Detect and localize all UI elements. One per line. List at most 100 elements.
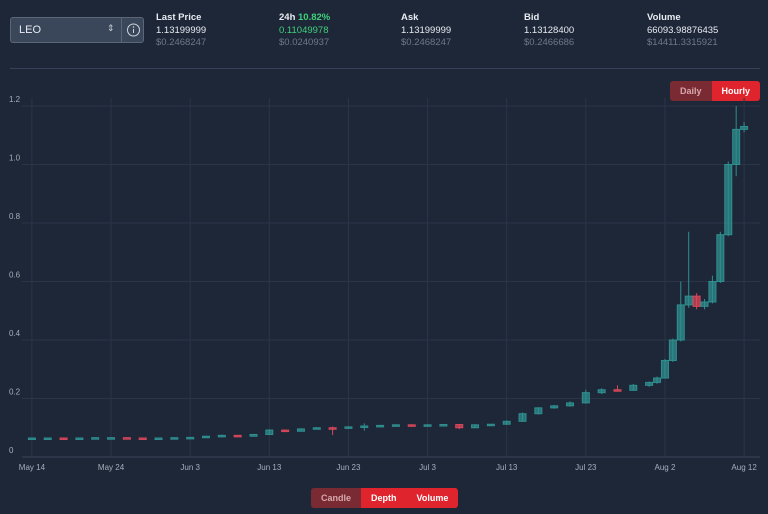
stat-value: 1.13199999 bbox=[401, 24, 452, 36]
candle-body bbox=[740, 125, 749, 130]
stat-change: 10.82% bbox=[298, 12, 331, 23]
candle-body bbox=[265, 429, 274, 435]
candle-body bbox=[653, 377, 662, 383]
candle-body bbox=[518, 413, 527, 422]
candle-body bbox=[75, 437, 84, 440]
stat-label-row: Ask bbox=[401, 12, 451, 25]
candle-body bbox=[471, 424, 480, 429]
candle-body bbox=[597, 389, 606, 394]
stat-column: 24h 10.82% 0.11049978 $0.0240937 bbox=[279, 12, 330, 50]
market-select[interactable]: LEO ⇕ bbox=[10, 17, 144, 43]
candle-body bbox=[391, 424, 400, 427]
candle-body bbox=[43, 437, 52, 440]
x-tick-label: Jun 13 bbox=[257, 463, 282, 472]
stat-label-row: 24h 10.82% bbox=[279, 12, 330, 25]
candle-body bbox=[312, 427, 321, 430]
candle-body bbox=[217, 434, 226, 438]
stat-usd: $0.2468247 bbox=[401, 37, 452, 48]
candle-body bbox=[676, 304, 685, 341]
candle-body bbox=[439, 424, 448, 427]
candle-body bbox=[732, 128, 741, 165]
view-tabs: Candle Depth Volume bbox=[311, 488, 459, 508]
candle-body bbox=[534, 407, 543, 415]
candle-body bbox=[138, 437, 147, 440]
x-tick-label: Jul 13 bbox=[496, 463, 518, 472]
y-tick-label: 1.2 bbox=[9, 95, 21, 104]
tab-button[interactable]: Volume bbox=[406, 488, 459, 508]
stat-usd: $14411.3315921 bbox=[647, 37, 718, 48]
y-tick-label: 0 bbox=[9, 446, 14, 455]
x-tick-label: Jul 23 bbox=[575, 463, 597, 472]
stat-usd: $0.2466686 bbox=[524, 37, 575, 48]
candle-body bbox=[186, 436, 195, 440]
stat-label: Volume bbox=[647, 12, 681, 23]
candle-body bbox=[645, 381, 654, 386]
candle-body bbox=[692, 295, 701, 307]
y-tick-label: 0.8 bbox=[9, 212, 21, 221]
x-tick-label: May 24 bbox=[98, 463, 125, 472]
y-tick-label: 1.0 bbox=[9, 154, 21, 163]
x-tick-label: Jun 23 bbox=[336, 463, 361, 472]
candle-body bbox=[613, 389, 622, 392]
y-tick-label: 0.2 bbox=[9, 388, 21, 397]
candle-body bbox=[376, 424, 385, 428]
candle-body bbox=[91, 437, 100, 440]
info-button[interactable] bbox=[121, 18, 145, 42]
candle-body bbox=[233, 434, 242, 438]
candle-body bbox=[281, 429, 290, 433]
x-tick-label: Jul 3 bbox=[419, 463, 436, 472]
chart: 0 0.2 0.4 0.6 0.8 1.0 1.2 May 14 May 24 Jun 3 Jun … bbox=[9, 95, 760, 472]
candle-body bbox=[154, 437, 163, 440]
candle-body bbox=[708, 281, 717, 303]
candle-body bbox=[724, 164, 733, 236]
candle-body bbox=[59, 437, 68, 440]
candle-body bbox=[249, 433, 258, 437]
stat-column: Volume 66093.98876435 $14411.3315921 bbox=[647, 12, 718, 50]
stat-value: 0.11049978 bbox=[279, 24, 329, 36]
candle-body bbox=[360, 425, 369, 428]
candle-body bbox=[502, 420, 511, 425]
x-tick-label: Aug 2 bbox=[655, 463, 676, 472]
stat-label-row: Volume bbox=[647, 12, 718, 25]
candle-body bbox=[423, 424, 432, 427]
stat-value: 1.13128400 bbox=[524, 24, 575, 36]
candle-body bbox=[328, 427, 337, 430]
stat-column: Ask 1.13199999 $0.2468247 bbox=[401, 12, 451, 50]
candle-body bbox=[660, 359, 669, 379]
candle-body bbox=[668, 339, 677, 361]
x-tick-label: Jun 3 bbox=[180, 463, 200, 472]
stat-column: Bid 1.13128400 $0.2466686 bbox=[524, 12, 574, 50]
y-tick-label: 0.4 bbox=[9, 329, 21, 338]
stat-label: Ask bbox=[401, 12, 419, 23]
candle-body bbox=[566, 402, 574, 407]
stat-label: 24h bbox=[279, 12, 296, 23]
candle-body bbox=[122, 437, 131, 440]
stat-usd: $0.0240937 bbox=[279, 37, 330, 48]
candle-body bbox=[684, 295, 693, 306]
stat-label: Bid bbox=[524, 12, 540, 23]
interval-tabs: Daily Hourly bbox=[670, 81, 761, 101]
tab-button[interactable]: Daily bbox=[670, 81, 712, 101]
stat-column: Last Price 1.13199999 $0.2468247 bbox=[156, 12, 206, 50]
info-icon bbox=[127, 23, 140, 37]
x-tick-label: Aug 12 bbox=[731, 463, 757, 472]
stat-label-row: Bid bbox=[524, 12, 574, 25]
stat-usd: $0.2468247 bbox=[156, 37, 207, 48]
candle-body bbox=[344, 426, 353, 429]
stat-value: 66093.98876435 bbox=[647, 24, 719, 36]
stat-value: 1.13199999 bbox=[156, 24, 207, 36]
candle-body bbox=[700, 301, 709, 307]
candle-body bbox=[486, 423, 495, 427]
candle-body bbox=[170, 437, 179, 440]
y-tick-label: 0.6 bbox=[9, 271, 21, 280]
tab-button[interactable]: Hourly bbox=[711, 81, 761, 101]
candle-body bbox=[716, 234, 725, 282]
symbol: LEO bbox=[19, 24, 42, 36]
candle-body bbox=[581, 392, 590, 404]
stat-label: Last Price bbox=[156, 12, 202, 23]
candle-body bbox=[107, 437, 116, 440]
tab-button[interactable]: Candle bbox=[311, 488, 362, 508]
tab-button[interactable]: Depth bbox=[361, 488, 407, 508]
stat-label-row: Last Price bbox=[156, 12, 206, 25]
